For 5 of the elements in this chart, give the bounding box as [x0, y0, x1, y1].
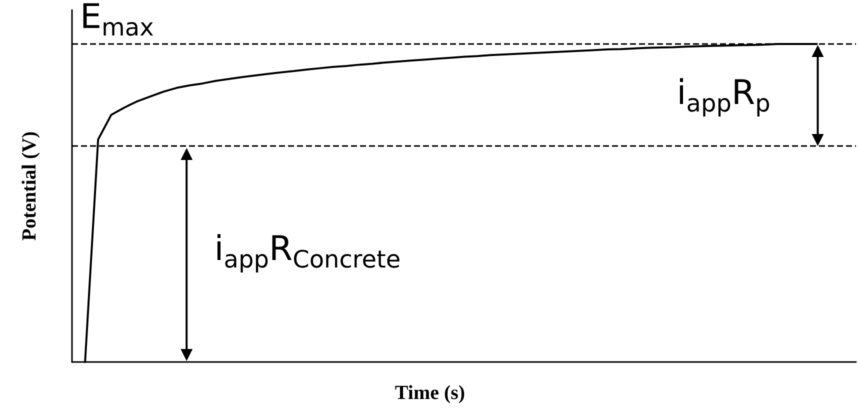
annotation: i$_{app}$R$_{p}$	[676, 72, 770, 118]
ref-line-label: E$_{max}$	[80, 0, 154, 42]
x-axis-title: Time (s)	[394, 382, 466, 405]
y-axis-title: Potential (V)	[18, 131, 42, 241]
annotation: i$_{app}$R$_{Concrete}$	[214, 228, 401, 274]
